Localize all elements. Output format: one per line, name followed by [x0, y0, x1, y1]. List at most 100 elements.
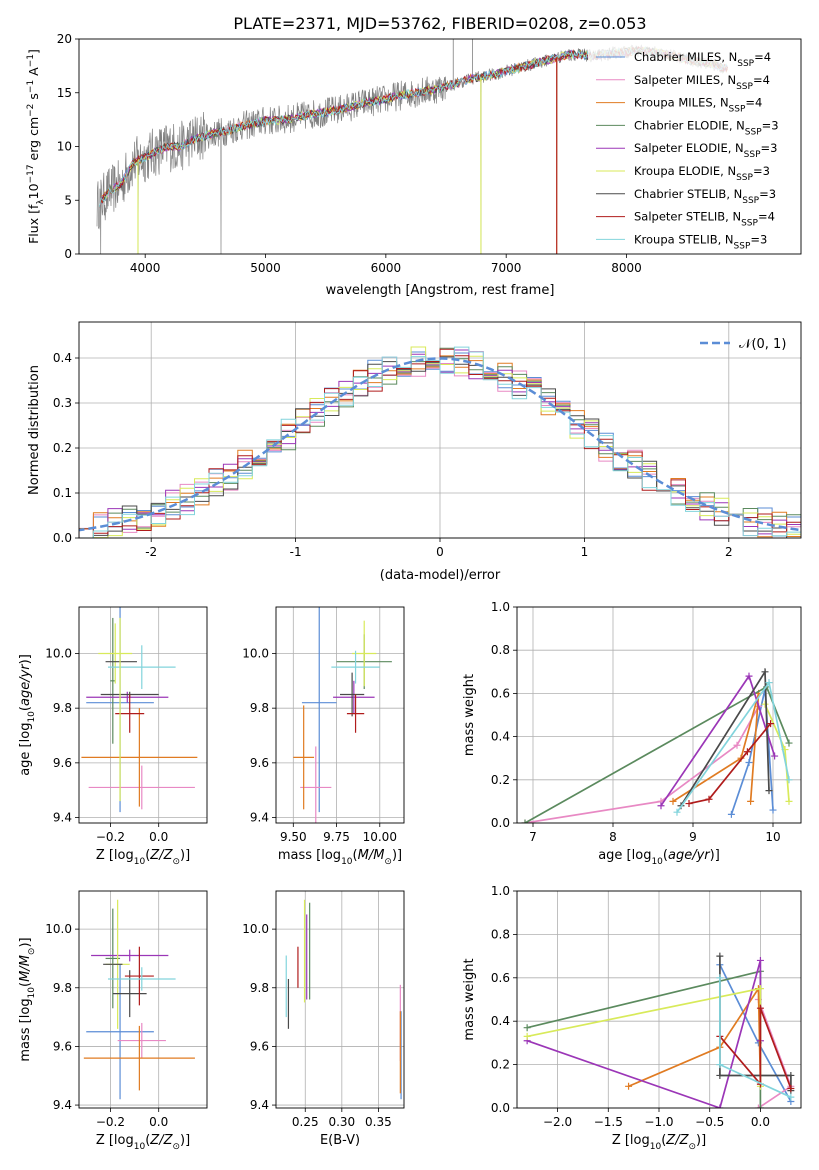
residual-panel-xtick-label: 0	[436, 545, 444, 559]
figure-title: PLATE=2371, MJD=53762, FIBERID=0208, z=0…	[233, 14, 646, 33]
weight-vs-z-panel-ytick-label: 0.0	[491, 1101, 510, 1115]
age-vs-mass-panel-ytick-label: 10.0	[242, 646, 269, 660]
residual-panel-xtick-label: 2	[725, 545, 733, 559]
weight-vs-age-panel-series-line	[688, 723, 772, 805]
weight-vs-age-panel-marker	[765, 787, 773, 795]
spectrum-panel: 4000 5000 6000 7000 8000 0 5 10 15 20	[57, 32, 642, 275]
age-vs-z-panel-frame	[78, 606, 208, 824]
mass-vs-z-panel-ylabel: mass [log10(M/M⊙)]	[18, 937, 37, 1061]
weight-vs-age-panel-marker	[771, 752, 779, 760]
weight-vs-age-panel-marker	[767, 720, 775, 728]
weight-vs-age-panel-ytick-label: 0.0	[491, 816, 510, 830]
age-vs-mass-panel-ytick-label: 9.6	[250, 756, 269, 770]
mass-vs-ebv-panel-xtick-label: 0.35	[365, 1115, 392, 1129]
weight-vs-age-panel-ytick-label: 0.4	[491, 730, 510, 744]
spectrum-legend-label: Salpeter MILES, NSSP=4	[634, 73, 770, 92]
weight-vs-z-panel-xtick-label: −2.0	[543, 1115, 572, 1129]
weight-vs-z-panel-marker	[716, 974, 724, 982]
weight-vs-age-panel-xtick-label: 9	[689, 830, 697, 844]
age-vs-mass-panel-xlabel: mass [log10(M/M⊙)]	[278, 848, 402, 867]
weight-vs-age-panel-ytick-label: 0.8	[491, 643, 510, 657]
residual-panel-frame	[78, 321, 802, 539]
weight-vs-age-panel-marker	[521, 819, 529, 823]
age-vs-mass-panel: 9.50 9.75 10.00 9.4 9.6 9.8 10.0	[242, 607, 404, 844]
mass-vs-z-panel-xtick-label: −0.2	[96, 1115, 125, 1129]
spectrum-panel-xtick-label: 7000	[491, 261, 522, 275]
weight-vs-z-panel-series-line	[719, 1007, 792, 1089]
weight-vs-age-panel-marker	[669, 797, 677, 805]
mass-vs-z-panel-xtick-label: 0.0	[149, 1115, 168, 1129]
weight-vs-z-panel-xtick-label: −1.5	[594, 1115, 623, 1129]
spectrum-panel-ytick-label: 15	[57, 86, 72, 100]
age-vs-z-panel-ytick-label: 10.0	[45, 646, 72, 660]
weight-vs-age-panel-xtick-label: 10	[765, 830, 780, 844]
spectrum-panel-ytick-label: 10	[57, 140, 72, 154]
weight-vs-age-panel: 7 8 9 10 0.0 0.2 0.4 0.6 0.8 1.0	[491, 600, 801, 844]
weight-vs-z-panel-ytick-label: 0.2	[491, 1058, 510, 1072]
spectrum-legend-label: Salpeter ELODIE, NSSP=3	[634, 141, 777, 160]
spectrum-xlabel: wavelength [Angstrom, rest frame]	[326, 283, 555, 298]
weight-vs-z-panel-marker	[756, 985, 764, 993]
weight-vs-z-panel-marker	[523, 1024, 531, 1032]
spectrum-panel-ytick-label: 5	[64, 193, 72, 207]
spectrum-panel-ytick-label: 0	[64, 247, 72, 261]
spectrum-ylabel: Flux [fλ10−17 erg cm−2 s−1 A−1]	[26, 49, 46, 244]
weight-vs-age-panel-marker	[765, 679, 773, 687]
weight-vs-z-panel-marker	[787, 1093, 795, 1101]
residual-panel-ytick-label: 0.0	[53, 531, 72, 545]
mass-vs-z-panel-ytick-label: 9.6	[53, 1039, 72, 1053]
residual-legend-label: 𝒩(0, 1)	[739, 337, 786, 352]
spectrum-legend-label: Chabrier ELODIE, NSSP=3	[634, 118, 779, 137]
spectrum-legend-label: Chabrier MILES, NSSP=4	[634, 50, 771, 69]
spectrum-panel-xtick-label: 4000	[130, 261, 161, 275]
residual-panel-xtick-label: -2	[145, 545, 157, 559]
age-vs-mass-panel-xtick-label: 9.50	[280, 830, 307, 844]
weight-vs-age-panel-series-line	[524, 705, 760, 823]
weight-vs-age-panel-marker	[705, 795, 713, 803]
weight-vs-age-panel-marker	[685, 800, 693, 808]
weight-vs-z-panel-xlabel: Z [log10(Z/Z⊙)]	[612, 1133, 706, 1152]
residual-xlabel: (data-model)/error	[380, 568, 501, 583]
weight-vs-age-panel-marker	[745, 672, 753, 680]
mass-vs-ebv-panel-ytick-label: 10.0	[242, 922, 269, 936]
age-vs-z-panel-ytick-label: 9.6	[53, 756, 72, 770]
residual-panel-ytick-label: 0.3	[53, 396, 72, 410]
spectrum-panel-ytick-label: 20	[57, 32, 72, 46]
weight-vs-age-panel-marker	[785, 776, 793, 784]
weight-vs-age-panel-series-line	[672, 693, 760, 803]
residual-panel-xtick-label: 1	[581, 545, 589, 559]
age-vs-z-panel-ylabel: age [log10(age/yr)]	[18, 654, 37, 776]
residual-histogram-series	[79, 346, 801, 538]
weight-vs-z-panel-marker	[716, 952, 724, 960]
weight-vs-z-panel-marker	[787, 1084, 795, 1092]
age-vs-z-panel-ytick-label: 9.8	[53, 701, 72, 715]
weight-vs-z-panel-marker	[716, 1071, 724, 1079]
weight-vs-age-panel-ytick-label: 0.6	[491, 686, 510, 700]
weight-vs-age-panel-xtick-label: 8	[609, 830, 617, 844]
age-vs-z-panel-xlabel: Z [log10(Z/Z⊙)]	[96, 848, 190, 867]
weight-vs-z-panel-ytick-label: 1.0	[491, 884, 510, 898]
weight-vs-age-panel-marker	[769, 806, 777, 814]
weight-vs-z-panel-series-line	[628, 985, 762, 1088]
age-vs-mass-panel-frame	[275, 606, 405, 824]
weight-vs-z-panel-marker	[754, 1104, 762, 1108]
weight-vs-age-panel-xtick-label: 7	[529, 830, 537, 844]
weight-vs-age-panel-xlabel: age [log10(age/yr)]	[598, 848, 720, 867]
weight-vs-age-panel-marker	[657, 802, 665, 810]
spectrum-panel-xtick-label: 8000	[611, 261, 642, 275]
weight-vs-age-panel-marker	[733, 741, 741, 749]
weight-vs-z-panel-marker	[716, 1104, 724, 1108]
weight-vs-z-panel-marker	[625, 1082, 633, 1090]
mass-vs-ebv-panel-xlabel: E(B-V)	[320, 1133, 360, 1148]
weight-vs-age-panel-marker	[785, 739, 793, 747]
weight-vs-age-panel-marker	[745, 759, 753, 767]
spectrum-legend-label: Kroupa ELODIE, NSSP=3	[634, 164, 770, 183]
residual-panel-ytick-label: 0.1	[53, 486, 72, 500]
weight-vs-age-panel-marker	[727, 810, 735, 818]
mass-vs-ebv-panel-ytick-label: 9.6	[250, 1039, 269, 1053]
residual-panel-ytick-label: 0.2	[53, 441, 72, 455]
weight-vs-z-panel-ytick-label: 0.4	[491, 1014, 510, 1028]
mass-vs-ebv-panel: 0.25 0.30 0.35 9.4 9.6 9.8 10.0	[242, 891, 404, 1129]
spectrum-legend-label: Chabrier STELIB, NSSP=3	[634, 187, 776, 206]
